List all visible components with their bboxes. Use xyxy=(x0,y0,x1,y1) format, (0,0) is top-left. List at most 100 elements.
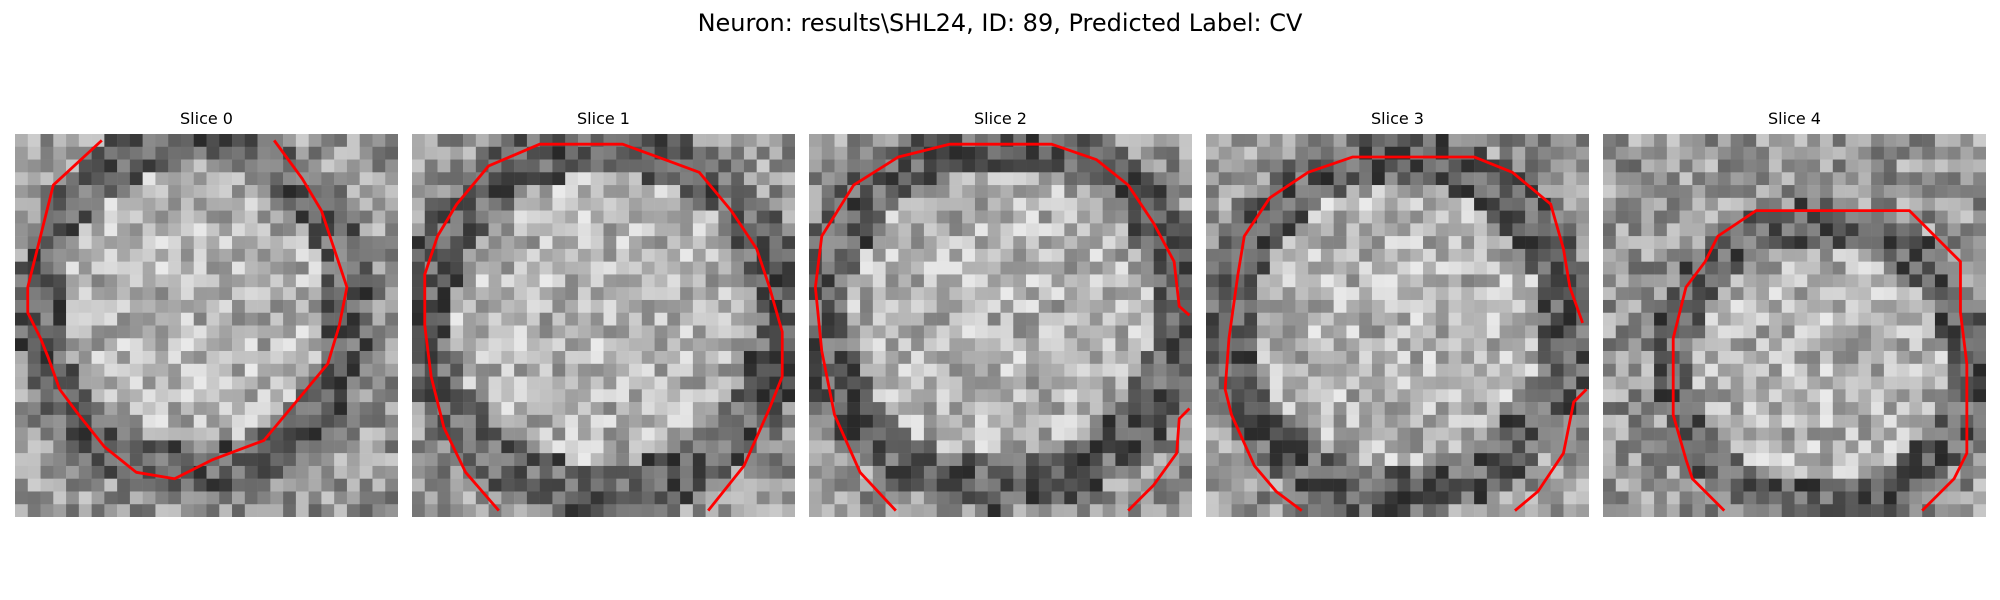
image-pixel xyxy=(654,465,668,479)
image-pixel xyxy=(1102,414,1116,428)
image-pixel xyxy=(552,504,566,517)
image-pixel xyxy=(117,440,131,454)
image-pixel xyxy=(1269,134,1283,148)
image-pixel xyxy=(321,465,335,479)
image-pixel xyxy=(1140,465,1154,479)
image-pixel xyxy=(385,159,398,173)
image-pixel xyxy=(475,504,489,517)
image-pixel xyxy=(1282,453,1296,467)
image-pixel xyxy=(718,299,732,313)
image-pixel xyxy=(1461,185,1475,199)
image-pixel xyxy=(577,312,591,326)
image-pixel xyxy=(91,261,105,275)
image-pixel xyxy=(680,312,694,326)
image-pixel xyxy=(450,185,464,199)
image-pixel xyxy=(565,172,579,186)
image-pixel xyxy=(1000,427,1014,441)
image-pixel xyxy=(1115,440,1129,454)
image-pixel xyxy=(565,351,579,365)
image-pixel xyxy=(936,185,950,199)
image-pixel xyxy=(129,402,143,416)
image-pixel xyxy=(129,185,143,199)
image-pixel xyxy=(962,465,976,479)
image-pixel xyxy=(270,440,284,454)
image-pixel xyxy=(1730,236,1744,250)
image-pixel xyxy=(603,299,617,313)
image-pixel xyxy=(142,287,156,301)
image-pixel xyxy=(898,248,912,262)
image-pixel xyxy=(1525,146,1539,160)
image-pixel xyxy=(1666,491,1680,505)
image-pixel xyxy=(1333,274,1347,288)
image-pixel xyxy=(1705,299,1719,313)
image-pixel xyxy=(180,325,194,339)
image-pixel xyxy=(1909,159,1923,173)
image-pixel xyxy=(66,172,80,186)
image-pixel xyxy=(1909,376,1923,390)
image-pixel xyxy=(1038,491,1052,505)
image-pixel xyxy=(962,504,976,517)
image-pixel xyxy=(501,465,515,479)
image-pixel xyxy=(1282,338,1296,352)
image-pixel xyxy=(257,351,271,365)
image-pixel xyxy=(27,414,41,428)
image-pixel xyxy=(1781,312,1795,326)
image-pixel xyxy=(244,197,258,211)
image-pixel xyxy=(782,338,795,352)
image-pixel xyxy=(872,414,886,428)
image-pixel xyxy=(1384,312,1398,326)
image-pixel xyxy=(1474,299,1488,313)
image-pixel xyxy=(308,312,322,326)
image-pixel xyxy=(1166,299,1180,313)
image-pixel xyxy=(1845,287,1859,301)
image-pixel xyxy=(834,465,848,479)
image-pixel xyxy=(15,248,29,262)
image-pixel xyxy=(1269,504,1283,517)
image-pixel xyxy=(526,491,540,505)
image-pixel xyxy=(1832,312,1846,326)
image-pixel xyxy=(155,389,169,403)
image-pixel xyxy=(834,274,848,288)
image-pixel xyxy=(987,299,1001,313)
image-pixel xyxy=(680,261,694,275)
image-pixel xyxy=(1461,351,1475,365)
image-pixel xyxy=(1115,325,1129,339)
image-pixel xyxy=(1102,465,1116,479)
pixel-grid xyxy=(809,134,1192,517)
image-pixel xyxy=(1871,134,1885,148)
image-pixel xyxy=(923,440,937,454)
image-pixel xyxy=(1206,210,1220,224)
image-pixel xyxy=(180,159,194,173)
image-pixel xyxy=(1537,402,1551,416)
image-pixel xyxy=(1448,248,1462,262)
image-pixel xyxy=(1654,453,1668,467)
image-pixel xyxy=(1231,223,1245,237)
image-pixel xyxy=(1384,172,1398,186)
image-pixel xyxy=(1038,287,1052,301)
image-pixel xyxy=(629,274,643,288)
image-pixel xyxy=(821,338,835,352)
image-pixel xyxy=(334,185,348,199)
image-pixel xyxy=(308,402,322,416)
image-pixel xyxy=(1603,197,1617,211)
image-pixel xyxy=(91,351,105,365)
image-pixel xyxy=(488,440,502,454)
image-pixel xyxy=(1563,197,1577,211)
image-pixel xyxy=(168,248,182,262)
image-pixel xyxy=(257,376,271,390)
image-pixel xyxy=(1166,491,1180,505)
image-pixel xyxy=(1743,223,1757,237)
image-pixel xyxy=(514,440,528,454)
image-pixel xyxy=(155,504,169,517)
image-pixel xyxy=(1603,287,1617,301)
image-pixel xyxy=(180,338,194,352)
image-pixel xyxy=(295,159,309,173)
image-pixel xyxy=(1934,146,1948,160)
image-pixel xyxy=(641,504,655,517)
image-pixel xyxy=(1333,363,1347,377)
image-pixel xyxy=(1576,210,1589,224)
image-pixel xyxy=(257,338,271,352)
image-pixel xyxy=(1947,299,1961,313)
image-pixel xyxy=(1934,261,1948,275)
image-pixel xyxy=(180,376,194,390)
